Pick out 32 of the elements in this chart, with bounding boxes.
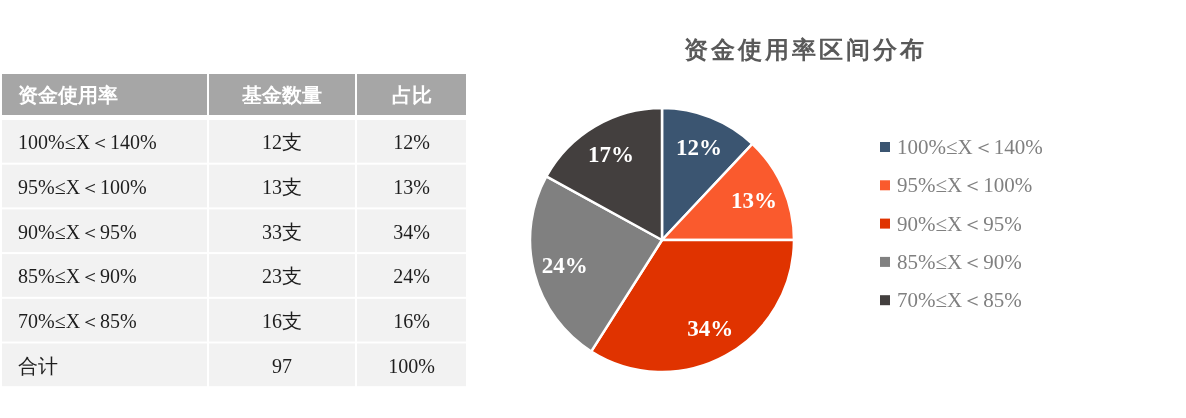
data-label: 13支 xyxy=(262,176,302,199)
legend-label: 85%≤X＜90% xyxy=(897,249,1022,274)
category-label: 95%≤X＜100% xyxy=(18,176,147,199)
category-label: 90%≤X＜95% xyxy=(18,220,137,243)
chart-title: 资金使用率区间分布 xyxy=(683,37,927,63)
data-label: 12% xyxy=(393,131,430,154)
data-label: 12支 xyxy=(262,131,302,154)
category-label: 70%≤X＜85% xyxy=(18,310,137,333)
data-label: 24% xyxy=(393,265,430,288)
legend-label: 90%≤X＜95% xyxy=(897,211,1022,236)
data-label: 16% xyxy=(393,310,430,333)
data-label: 34% xyxy=(393,220,430,243)
series-label: 占比 xyxy=(391,83,432,106)
legend-label: 95%≤X＜100% xyxy=(897,173,1033,198)
data-label: 12% xyxy=(675,134,722,160)
data-label: 97 xyxy=(272,354,292,377)
data-label: 16支 xyxy=(262,310,302,333)
data-label: 13% xyxy=(393,176,430,199)
category-label: 合计 xyxy=(18,354,58,377)
category-label: 85%≤X＜90% xyxy=(18,265,137,288)
series-label: 基金数量 xyxy=(241,83,322,106)
data-label: 100% xyxy=(388,354,435,377)
category-label: 100%≤X＜140% xyxy=(18,131,157,154)
data-label: 34% xyxy=(687,315,734,341)
text: 资金使用率 xyxy=(18,83,118,106)
data-label: 13% xyxy=(731,188,778,214)
data-label: 23支 xyxy=(262,265,302,288)
data-label: 33支 xyxy=(262,220,302,243)
legend-label: 70%≤X＜85% xyxy=(897,288,1022,313)
data-label: 24% xyxy=(541,252,588,278)
data-label: 17% xyxy=(587,141,634,167)
legend-label: 100%≤X＜140% xyxy=(897,135,1043,159)
